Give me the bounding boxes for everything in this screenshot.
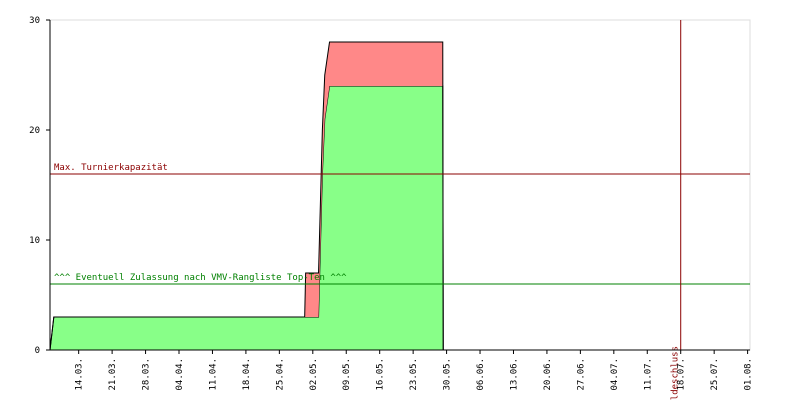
x-tick-label: 27.06.: [576, 358, 586, 391]
x-tick-label: 14.03.: [75, 358, 85, 391]
x-tick-label: 01.08.: [744, 358, 754, 391]
y-tick-label: 10: [29, 236, 40, 246]
annotation: Meldeschluss: [671, 346, 681, 400]
x-tick-label: 18.04.: [242, 358, 252, 391]
y-tick-label: 30: [29, 16, 40, 26]
x-tick-label: 23.05.: [409, 358, 419, 391]
annotation: ^^^ Eventuell Zulassung nach VMV-Ranglis…: [54, 273, 347, 283]
x-tick-label: 11.07.: [643, 358, 653, 391]
y-tick-label: 0: [35, 346, 40, 356]
x-tick-label: 02.05.: [309, 358, 319, 391]
y-tick-label: 20: [29, 126, 40, 136]
area-outline: [49, 41, 444, 351]
x-tick-label: 18.07.: [677, 358, 687, 391]
x-tick-label: 09.05.: [342, 358, 352, 391]
area: [50, 42, 444, 350]
x-tick-label: 30.05.: [443, 358, 453, 391]
x-tick-label: 25.07.: [710, 358, 720, 391]
x-tick-label: 06.06.: [476, 358, 486, 391]
x-tick-label: 13.06.: [509, 358, 519, 391]
annotation: Max. Turnierkapazität: [54, 163, 168, 173]
x-tick-label: 21.03.: [108, 358, 118, 391]
x-tick-label: 04.04.: [175, 358, 185, 391]
x-tick-label: 28.03.: [142, 358, 152, 391]
x-tick-label: 20.06.: [543, 358, 553, 391]
x-tick-label: 16.05.: [376, 358, 386, 391]
x-tick-label: 25.04.: [275, 358, 285, 391]
x-tick-label: 11.04.: [208, 358, 218, 391]
x-tick-label: 04.07.: [610, 358, 620, 391]
